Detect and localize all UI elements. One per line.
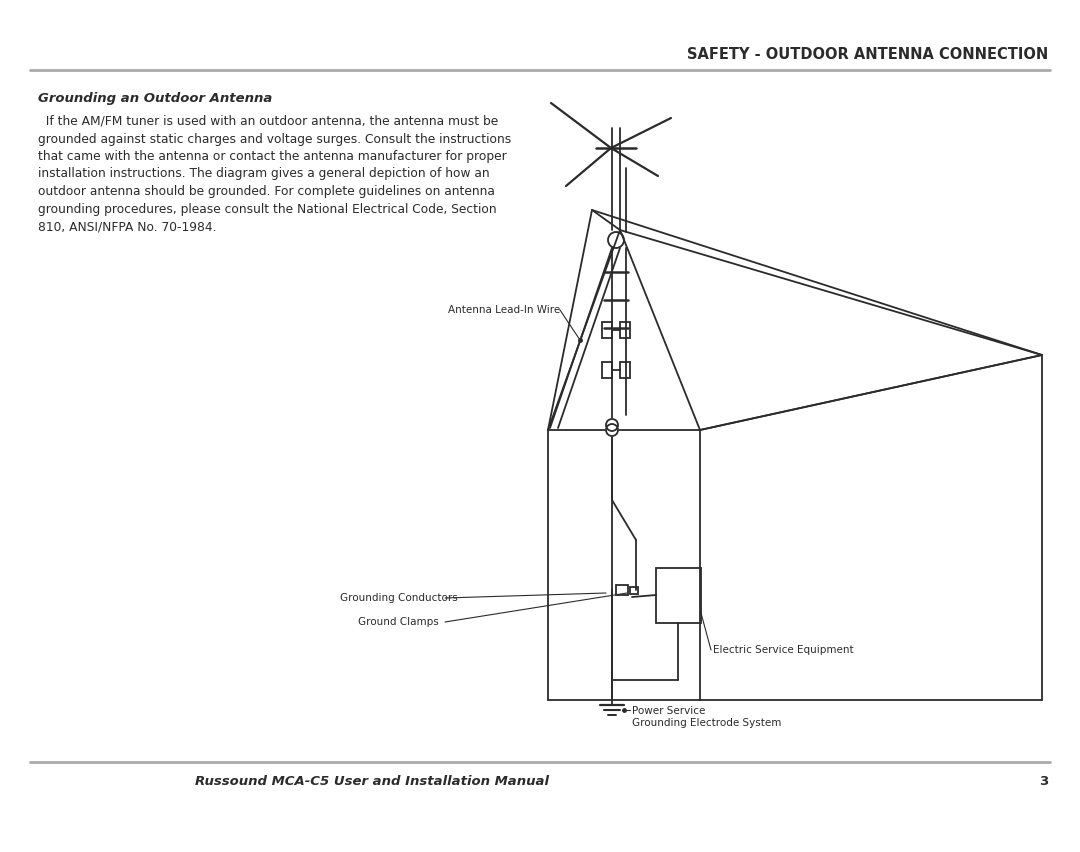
Circle shape — [606, 424, 618, 436]
Bar — [620, 322, 630, 338]
Bar — [656, 568, 701, 623]
Bar — [630, 587, 638, 594]
Circle shape — [606, 419, 618, 431]
Bar — [602, 322, 612, 338]
Text: Antenna Lead-In Wire: Antenna Lead-In Wire — [448, 305, 561, 315]
Text: Ground Clamps: Ground Clamps — [357, 617, 438, 627]
Text: 810, ANSI/NFPA No. 70-1984.: 810, ANSI/NFPA No. 70-1984. — [38, 220, 216, 233]
Text: Grounding Conductors: Grounding Conductors — [340, 593, 458, 603]
Text: that came with the antenna or contact the antenna manufacturer for proper: that came with the antenna or contact th… — [38, 150, 507, 163]
Text: Grounding Electrode System: Grounding Electrode System — [632, 718, 781, 728]
Text: installation instructions. The diagram gives a general depiction of how an: installation instructions. The diagram g… — [38, 168, 489, 181]
Bar — [602, 362, 612, 378]
Text: Power Service: Power Service — [632, 706, 705, 716]
Text: 3: 3 — [1039, 775, 1048, 788]
Text: outdoor antenna should be grounded. For complete guidelines on antenna: outdoor antenna should be grounded. For … — [38, 185, 495, 198]
Text: If the AM/FM tuner is used with an outdoor antenna, the antenna must be: If the AM/FM tuner is used with an outdo… — [38, 115, 498, 128]
Text: Grounding an Outdoor Antenna: Grounding an Outdoor Antenna — [38, 92, 272, 105]
Text: SAFETY - OUTDOOR ANTENNA CONNECTION: SAFETY - OUTDOOR ANTENNA CONNECTION — [687, 47, 1048, 62]
Bar — [620, 362, 630, 378]
Text: grounding procedures, please consult the National Electrical Code, Section: grounding procedures, please consult the… — [38, 203, 497, 216]
Text: Russound MCA-C5 User and Installation Manual: Russound MCA-C5 User and Installation Ma… — [195, 775, 549, 788]
Text: grounded against static charges and voltage surges. Consult the instructions: grounded against static charges and volt… — [38, 133, 511, 146]
Text: Electric Service Equipment: Electric Service Equipment — [713, 645, 853, 655]
Bar — [616, 585, 627, 595]
